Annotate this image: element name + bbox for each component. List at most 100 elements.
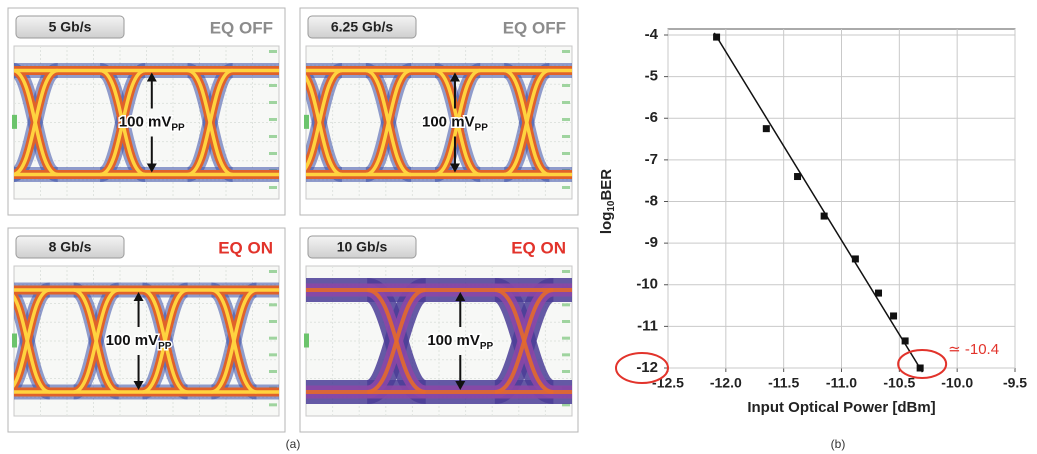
arrow-head [146,72,157,82]
amplitude-value: 100 mV [119,113,172,130]
y-label-part: 10 [606,200,617,212]
y-tick-label: -8 [645,192,658,209]
annotation: ≃ -10.4 [948,341,999,358]
eye-scale [269,118,277,121]
eye-transition [494,288,554,394]
eye-scale [562,101,570,104]
amplitude-value: 100 mV [106,332,159,349]
panel-label: (a) [286,437,301,451]
eye-transition [366,288,427,394]
eye-transition [73,288,120,394]
eye-transition [187,68,234,177]
data-point [762,125,770,133]
y-tick-label: -9 [645,234,658,251]
eye-scale [562,403,570,407]
eye-scale [269,186,277,189]
eye-transition [306,68,343,171]
amplitude-label: 100 mVPP [422,113,488,133]
eye-marker [12,333,17,348]
eye-scale [562,152,570,155]
amplitude-sub: PP [158,341,172,352]
eye-scale [269,135,277,138]
y-label-part: log [598,212,615,235]
amplitude-sub: PP [171,122,185,133]
eye-marker [12,114,17,129]
eye-traces [306,62,572,183]
eye-transition [503,68,550,177]
eq-label: EQ ON [511,238,566,257]
eye-scale [562,270,570,273]
eye-transition [434,68,481,177]
eq-label: EQ ON [218,238,273,257]
eye-transition [365,68,412,177]
eye-scale [562,320,570,323]
eye-scale [269,370,277,373]
eye-scale [562,50,570,53]
amplitude-sub: PP [480,341,494,352]
data-point [851,255,859,263]
eye-scale [562,370,570,373]
eye-scale [269,270,277,273]
eye-transition [99,68,146,177]
y-tick-label: -11 [637,317,658,334]
eye-scale [562,353,570,357]
x-tick-label: -9.5 [1003,375,1027,391]
arrow-head [455,381,466,390]
x-tick-label: -11.0 [826,375,857,391]
eye-transition [210,288,258,394]
arrow-head [455,292,466,301]
arrow-head [146,163,157,173]
amplitude-label: 100 mVPP [106,332,172,352]
y-tick-label: -12 [636,359,658,376]
amplitude-sub: PP [475,122,489,133]
fit-line [713,32,924,373]
data-point [875,289,883,297]
amplitude-label: 100 mVPP [119,113,185,133]
highlight [615,352,669,384]
x-tick-label: -11.5 [768,375,799,391]
eye-panel: 6.25 Gb/s EQ OFF 100 mVPP [299,7,579,216]
y-tick-label: -7 [645,151,658,168]
arrow-head [449,72,460,82]
y-tick-label: -6 [645,109,658,126]
eye-scale [562,303,570,307]
rate-label: 5 Gb/s [49,19,92,35]
eye-scale [269,84,277,87]
panel-label: (b) [831,437,846,451]
eye-panel: 10 Gb/s EQ ON 100 mVPP [299,227,579,433]
data-point [820,212,828,220]
eq-label: EQ OFF [210,18,273,37]
eye-panel: 8 Gb/s EQ ON 100 mVPP [7,227,286,433]
x-tick-label: -12.5 [652,375,684,391]
data-point [713,33,721,41]
y-tick-label: -10 [636,276,658,293]
data-point [916,364,924,372]
highlight [897,349,948,379]
x-tick-label: -10.5 [883,375,915,391]
eye-transition [141,288,189,394]
eye-traces [14,62,279,183]
eye-scale [269,353,277,357]
eye-scale [562,135,570,138]
eye-scale [269,50,277,53]
eye-scale [269,320,277,323]
amplitude-label: 100 mVPP [427,332,493,352]
arrow-head [449,163,460,173]
eye-marker [304,114,309,129]
eye-scale [269,152,277,155]
rate-label: 10 Gb/s [337,239,388,255]
x-axis-label: Input Optical Power [dBm] [747,399,935,416]
rate-box [15,235,125,259]
rate-label: 6.25 Gb/s [331,19,393,35]
eye-panel: 5 Gb/s EQ OFF 100 mVPP [7,7,286,216]
eye-transition [14,288,51,388]
x-tick-label: -10.0 [941,375,973,391]
eye-traces [306,278,572,404]
eye-scale [562,84,570,87]
eye-transition [14,68,59,176]
rate-box [15,15,125,39]
y-label-part: BER [598,169,615,201]
rate-box [307,15,417,39]
eye-marker [304,333,309,348]
